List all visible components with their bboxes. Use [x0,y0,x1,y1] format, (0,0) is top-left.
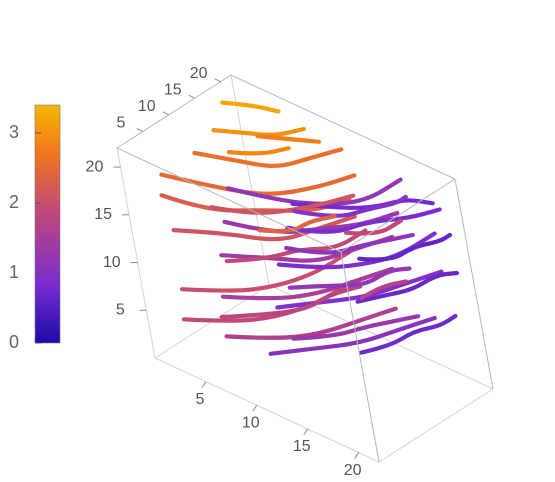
streamline-29 [220,100,281,114]
streamline-17 [209,193,356,215]
streamline-28 [255,134,322,144]
streamline-15 [219,284,363,320]
y-axis-tick-label-0: 5 [116,115,125,132]
streamline-24 [355,270,459,304]
streamline-21 [284,232,415,255]
y-axis-tick-label-1: 10 [138,98,156,115]
streamline-30 [257,214,337,234]
axis-ticks: 5 10 15 20 5 10 15 20 5 10 15 20 [86,65,362,479]
streamline-32 [344,218,403,236]
streamline-31 [359,279,409,301]
z-axis-tick-label-1: 10 [103,254,121,271]
streamline-3 [159,193,352,213]
colorbar-tick-label-3: 3 [9,122,19,142]
colorbar-tick-label-1: 1 [9,262,19,282]
x-axis-tick-label-2: 15 [293,438,311,455]
y-axis-tick-mark-2 [188,94,195,99]
x-axis-tick-label-3: 20 [344,462,362,479]
y-axis-tick-mark-1 [162,111,170,116]
colorbar-tick-label-0: 0 [9,332,19,352]
box-edge-2 [230,74,456,180]
box-edge-4 [340,251,380,463]
x-axis-tick-mark-0 [201,381,207,388]
plot-box-front-edges [116,74,494,463]
streamline-6 [220,266,395,301]
colorbar-gradient [34,104,61,344]
streamline-25 [357,232,453,262]
y-axis-tick-label-2: 15 [164,81,182,98]
streamline-20 [287,266,412,290]
box-back-edge-2 [116,147,156,359]
z-axis-tick-label-0: 5 [116,301,125,318]
streamline-4 [159,172,357,196]
y-axis-tick-label-3: 20 [190,65,208,82]
streamline-19 [291,314,421,341]
x-axis-tick-mark-3 [354,452,360,459]
box-edge-5 [454,178,494,390]
streamline-18 [192,147,344,168]
z-axis-tick-label-2: 15 [94,206,112,223]
box-back-edge-5 [378,388,494,463]
streamlines [159,100,459,356]
x-axis-tick-mark-1 [252,404,258,412]
streamline-13 [285,207,442,234]
streamline-5 [224,306,398,340]
y-axis-tick-mark-3 [214,78,221,83]
streamline-23 [359,313,458,355]
streamline-27 [226,146,291,156]
box-edge-1 [116,74,232,149]
box-back-edge-0 [154,357,380,463]
streamline-1 [180,249,352,293]
streamline-10 [268,315,437,356]
colorbar: 0 1 2 3 [9,104,61,352]
z-axis-tick-label-3: 20 [86,158,104,175]
y-axis-tick-mark-0 [136,127,144,132]
box-edge-0 [116,147,342,253]
x-axis-tick-label-0: 5 [195,391,204,408]
streamline-26 [211,126,306,137]
colorbar-tick-label-2: 2 [9,192,19,212]
x-axis-tick-mark-2 [303,428,309,436]
box-edge-3 [340,178,456,253]
x-axis-tick-label-1: 10 [242,414,260,431]
box-back-edge-4 [230,74,270,286]
